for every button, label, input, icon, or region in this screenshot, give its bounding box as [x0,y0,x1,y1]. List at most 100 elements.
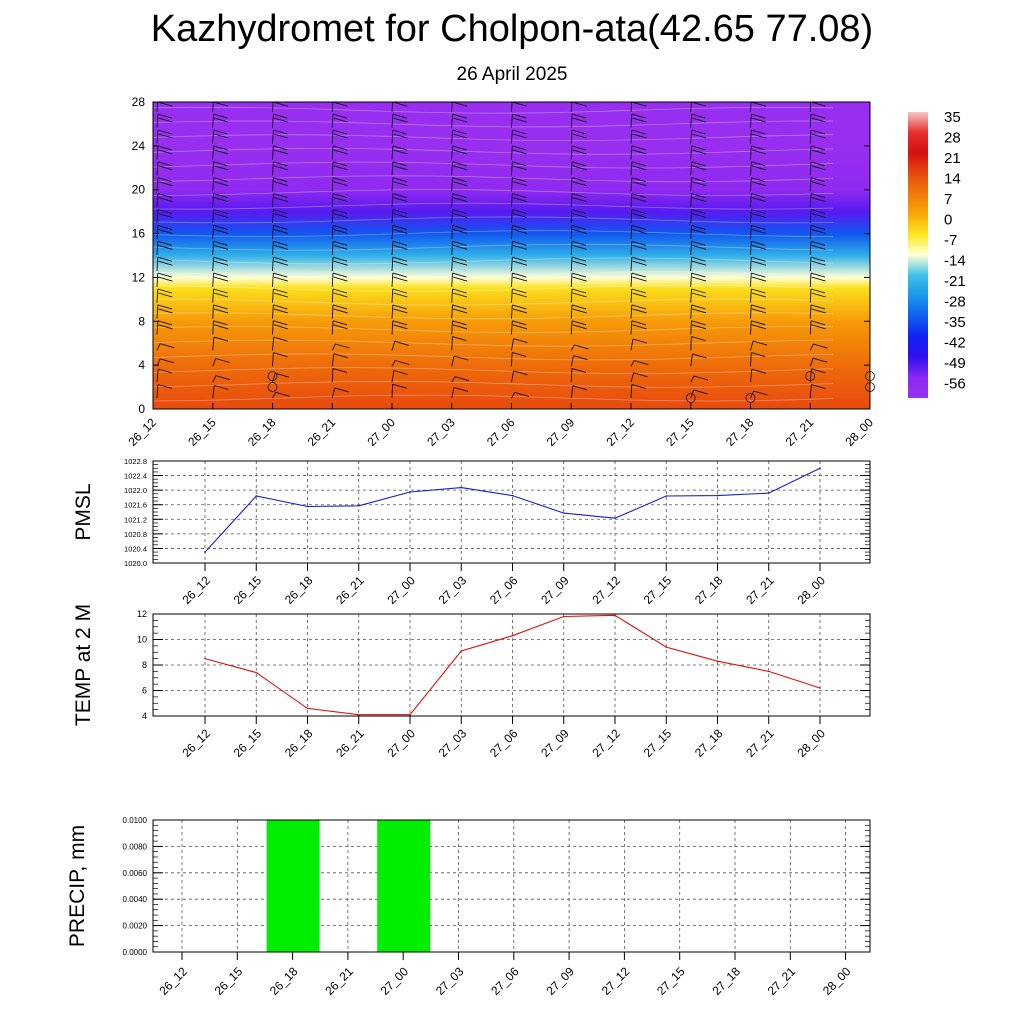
wind-barb-flag [157,288,172,294]
wind-barb-flag [631,383,646,389]
wind-barb [750,209,752,224]
data-point [409,713,411,716]
wind-barb-flag [393,117,408,123]
wind-barb-flag [393,213,408,218]
wind-barb-flag [691,145,706,151]
wind-barb-flag [215,375,231,381]
wind-barb-flag [691,224,706,230]
wind-barb [630,320,633,335]
wind-barb-flag [452,209,467,214]
wind-barb [212,375,217,383]
wind-barb [156,209,159,224]
x-tick-label: 27_21 [743,726,777,760]
wind-barb-flag [871,261,885,265]
isoline [153,367,834,375]
wind-barb-flag [691,193,706,199]
wind-barb [809,343,814,351]
wind-barb-flag [631,161,646,167]
wind-barb-flag [213,320,228,326]
wind-barb-flag [454,376,470,382]
panel-frame [152,460,871,564]
wind-barb-flag [631,224,646,230]
wind-barb [570,114,573,128]
wind-barb [511,241,513,255]
wind-barb-flag [751,304,766,310]
wind-barb-flag [452,145,467,151]
data-point [614,614,616,617]
wind-barb-flag [215,358,230,363]
wind-barb-flag [871,257,885,261]
wind-barb-flag [751,102,767,107]
x-tick-label: 27_21 [743,573,777,607]
wind-barb-flag [632,213,647,218]
wind-barb [212,273,214,287]
wind-barb-flag [632,181,647,187]
wind-barb-flag [692,353,707,359]
wind-barb-flag [571,224,587,230]
wind-barb [331,368,334,383]
wind-barb-flag [631,209,646,214]
wind-barb-flag [572,102,587,107]
wind-barb-flag [157,320,172,326]
wind-barb [570,344,575,351]
wind-barb [272,320,274,335]
x-tick-label: 26_12 [156,964,190,998]
wind-barb-flag [871,277,885,281]
wind-barb-flag [691,240,706,246]
wind-barb-flag [810,256,826,262]
wind-barb [391,341,396,351]
wind-barb [451,336,453,351]
wind-barb-flag [214,385,229,390]
wind-barb-flag [810,288,826,294]
wind-barb [331,129,334,144]
wind-barb [630,161,633,176]
wind-barb [809,114,812,128]
wind-barb-flag [871,146,885,150]
wind-barb-flag [392,304,407,310]
wind-barb-flag [275,372,290,378]
wind-barb-flag [512,308,528,314]
wind-barb-flag [691,272,706,278]
wind-barb-flag [273,165,289,171]
wind-barb-flag [811,324,826,330]
wind-barb-flag [512,149,528,155]
wind-barb-flag [392,320,407,326]
wind-barb-flag [273,256,288,262]
wind-barb [750,340,754,351]
wind-barb-flag [512,324,528,330]
wind-barb [630,177,633,192]
wind-barb-flag [751,260,767,266]
x-tick-label: 27_21 [765,964,799,998]
wind-barb [750,241,752,255]
panel-frame [152,613,871,717]
data-point [819,467,821,470]
wind-barb-flag [871,229,885,233]
wind-barb-flag [273,213,289,218]
wind-barb-flag [751,240,766,246]
wind-barb-flag [392,113,407,119]
wind-barb [272,161,274,176]
data-point [665,646,668,648]
wind-barb [451,209,453,224]
wind-barb-flag [571,209,587,214]
wind-barb-flag [751,193,766,199]
wind-barb [391,288,394,303]
wind-barb [212,209,214,224]
wind-barb-flag [213,181,229,187]
wind-barb [570,273,573,287]
y-axis-label: PMSL [72,483,95,540]
wind-barb-flag [333,181,348,187]
data-point [460,650,463,652]
wind-barb [272,257,274,271]
wind-barb-flag [571,320,587,326]
x-tick-label: 26_12 [125,415,159,449]
isoline [153,175,834,183]
isoline [153,271,834,278]
wind-barb-flag [213,129,228,135]
wind-barb [690,177,692,192]
data-point [511,634,514,637]
wind-barb [809,225,812,240]
wind-barb-flag [691,177,706,183]
wind-barb-flag [811,260,826,266]
wind-barb-flag [158,276,173,282]
